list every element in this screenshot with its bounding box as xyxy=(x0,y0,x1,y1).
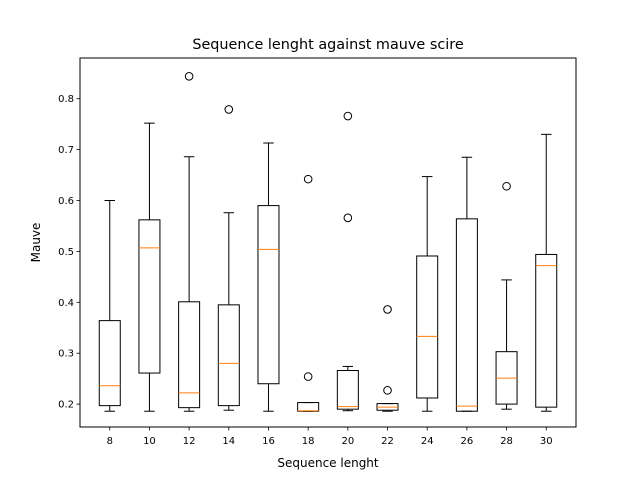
outlier-point xyxy=(343,111,353,121)
x-tick-label: 30 xyxy=(540,436,553,447)
box xyxy=(98,320,121,407)
box xyxy=(217,304,240,407)
box xyxy=(297,402,320,412)
x-tick-label: 8 xyxy=(107,436,113,447)
outlier-point xyxy=(383,386,392,395)
y-tick-label: 0.6 xyxy=(58,196,74,207)
axes-frame xyxy=(79,57,577,428)
outlier-point xyxy=(224,105,234,114)
outlier-point xyxy=(343,213,353,223)
y-tick-label: 0.7 xyxy=(58,145,74,156)
x-tick-label: 26 xyxy=(461,436,474,447)
x-tick-label: 24 xyxy=(421,436,434,447)
outlier-point xyxy=(383,305,392,314)
box xyxy=(138,219,161,374)
y-tick-label: 0.2 xyxy=(58,400,74,411)
outlier-point xyxy=(184,72,194,81)
x-tick-label: 22 xyxy=(381,436,394,447)
x-tick-label: 10 xyxy=(143,436,156,447)
box xyxy=(535,253,558,408)
box xyxy=(178,301,201,409)
outlier-point xyxy=(303,372,313,381)
box xyxy=(336,370,359,410)
y-tick-label: 0.3 xyxy=(58,349,74,360)
outlier-point xyxy=(303,174,313,184)
box xyxy=(455,218,478,412)
y-tick-label: 0.4 xyxy=(58,298,74,309)
x-tick-label: 14 xyxy=(222,436,235,447)
x-axis-label: Sequence lenght xyxy=(277,456,379,470)
outlier-point xyxy=(502,181,511,191)
y-tick-label: 0.5 xyxy=(58,247,74,258)
box xyxy=(257,205,280,385)
y-axis-label: Mauve xyxy=(29,223,43,263)
y-tick-label: 0.8 xyxy=(58,94,74,105)
plot-area: 0.2 0.3 0.4 0.5 0.6 0.7 0.8 8 10 12 14 16 18 20 22 24 26… xyxy=(58,72,558,447)
x-tick-label: 18 xyxy=(302,436,315,447)
x-tick-label: 28 xyxy=(500,436,513,447)
x-tick-label: 20 xyxy=(341,436,354,447)
x-tick-label: 12 xyxy=(183,436,196,447)
box xyxy=(416,255,439,399)
chart-title: Sequence lenght against mauve scire xyxy=(192,37,464,53)
x-tick-label: 16 xyxy=(262,436,275,447)
